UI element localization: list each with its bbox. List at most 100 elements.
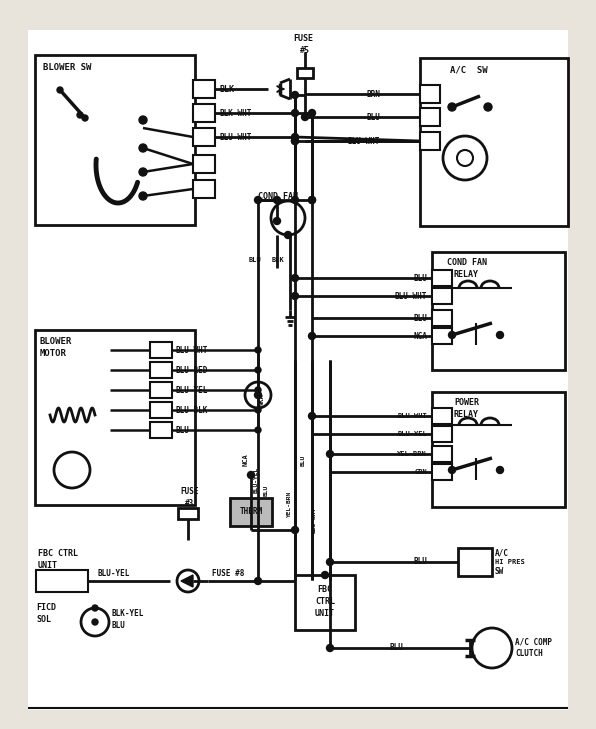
Bar: [295, 575, 355, 630]
Text: A/C  SW: A/C SW: [450, 66, 488, 74]
Circle shape: [255, 387, 261, 393]
Text: BLU: BLU: [263, 484, 269, 496]
Circle shape: [309, 197, 315, 203]
Text: BLU: BLU: [413, 558, 427, 566]
Circle shape: [255, 427, 261, 433]
Text: FICD: FICD: [36, 604, 56, 612]
Circle shape: [82, 115, 88, 121]
Bar: [432, 310, 452, 326]
Text: COND FAN: COND FAN: [258, 192, 298, 200]
Text: NKA: NKA: [259, 394, 265, 406]
Text: BLOWER: BLOWER: [40, 337, 72, 346]
Text: CLUTCH: CLUTCH: [515, 650, 543, 658]
Text: BLU: BLU: [413, 313, 427, 322]
Text: YEL-BRN: YEL-BRN: [287, 492, 293, 518]
Text: BLK: BLK: [272, 257, 285, 263]
Text: MOTOR: MOTOR: [40, 348, 67, 357]
Text: THERM: THERM: [240, 507, 263, 517]
Text: RELAY: RELAY: [454, 270, 479, 278]
Text: SW: SW: [495, 566, 504, 575]
Bar: [36, 570, 88, 592]
Circle shape: [302, 114, 309, 120]
Bar: [193, 155, 215, 173]
Text: A/C: A/C: [495, 548, 509, 558]
Circle shape: [309, 109, 315, 117]
Text: BLU-WHT: BLU-WHT: [398, 413, 427, 419]
Circle shape: [327, 644, 334, 652]
Circle shape: [254, 577, 262, 585]
Bar: [35, 330, 195, 505]
Bar: [420, 85, 440, 103]
Circle shape: [448, 103, 456, 111]
Bar: [230, 498, 272, 526]
Circle shape: [496, 332, 504, 338]
Circle shape: [291, 138, 299, 144]
Bar: [150, 342, 172, 358]
Bar: [150, 382, 172, 398]
Text: #5: #5: [300, 45, 310, 55]
Circle shape: [291, 133, 299, 141]
Bar: [432, 270, 452, 286]
Text: FBC CTRL: FBC CTRL: [38, 548, 78, 558]
Circle shape: [309, 197, 315, 203]
Text: BLU-WHT: BLU-WHT: [395, 292, 427, 300]
Circle shape: [139, 168, 147, 176]
Text: BLU-BLK: BLU-BLK: [176, 405, 209, 415]
Circle shape: [291, 109, 299, 117]
Text: POWER: POWER: [454, 397, 479, 407]
Text: HI PRES: HI PRES: [495, 559, 524, 565]
Text: BLU: BLU: [176, 426, 190, 434]
Text: BLU: BLU: [366, 112, 380, 122]
Text: BLK: BLK: [219, 85, 234, 93]
Bar: [420, 58, 568, 226]
Text: BLU: BLU: [249, 257, 262, 263]
Circle shape: [274, 217, 281, 225]
Bar: [193, 80, 215, 98]
Bar: [432, 288, 452, 304]
Circle shape: [291, 526, 299, 534]
Circle shape: [291, 197, 299, 203]
Circle shape: [291, 275, 299, 281]
Text: COND FAN: COND FAN: [447, 257, 487, 267]
Text: BLU: BLU: [413, 273, 427, 283]
Bar: [458, 548, 492, 576]
Bar: [193, 104, 215, 122]
Polygon shape: [181, 575, 193, 587]
Text: BLU-YEL: BLU-YEL: [398, 431, 427, 437]
Circle shape: [309, 413, 315, 419]
Text: BRN: BRN: [366, 90, 380, 98]
Bar: [297, 68, 313, 78]
Text: BLU-RED: BLU-RED: [176, 365, 209, 375]
Text: UNIT: UNIT: [315, 609, 335, 618]
Bar: [193, 180, 215, 198]
Bar: [178, 508, 198, 519]
Text: SOL: SOL: [36, 615, 51, 625]
Bar: [432, 408, 452, 424]
Text: BLK-WHT: BLK-WHT: [219, 109, 252, 117]
Bar: [432, 252, 565, 370]
Bar: [420, 132, 440, 150]
Text: RELAY: RELAY: [454, 410, 479, 418]
Text: BLU-WHT: BLU-WHT: [219, 133, 252, 141]
Circle shape: [496, 467, 504, 474]
Text: BLU-WHT: BLU-WHT: [312, 507, 316, 533]
Bar: [432, 446, 452, 462]
Circle shape: [92, 619, 98, 625]
Circle shape: [309, 332, 315, 340]
Circle shape: [139, 144, 147, 152]
Text: FUSE: FUSE: [180, 488, 198, 496]
Circle shape: [291, 138, 299, 144]
Circle shape: [77, 112, 83, 118]
Text: BLU-YEL: BLU-YEL: [98, 569, 131, 577]
Circle shape: [255, 407, 261, 413]
Text: BLU-WHT: BLU-WHT: [347, 136, 380, 146]
Circle shape: [92, 605, 98, 611]
Text: GRN: GRN: [414, 469, 427, 475]
Text: FBC: FBC: [318, 585, 333, 595]
Circle shape: [254, 391, 262, 399]
Text: CTRL: CTRL: [315, 598, 335, 607]
Text: FUSE #8: FUSE #8: [212, 569, 244, 577]
Circle shape: [484, 103, 492, 111]
Circle shape: [291, 92, 299, 98]
Text: BLK-YEL: BLK-YEL: [112, 609, 144, 618]
